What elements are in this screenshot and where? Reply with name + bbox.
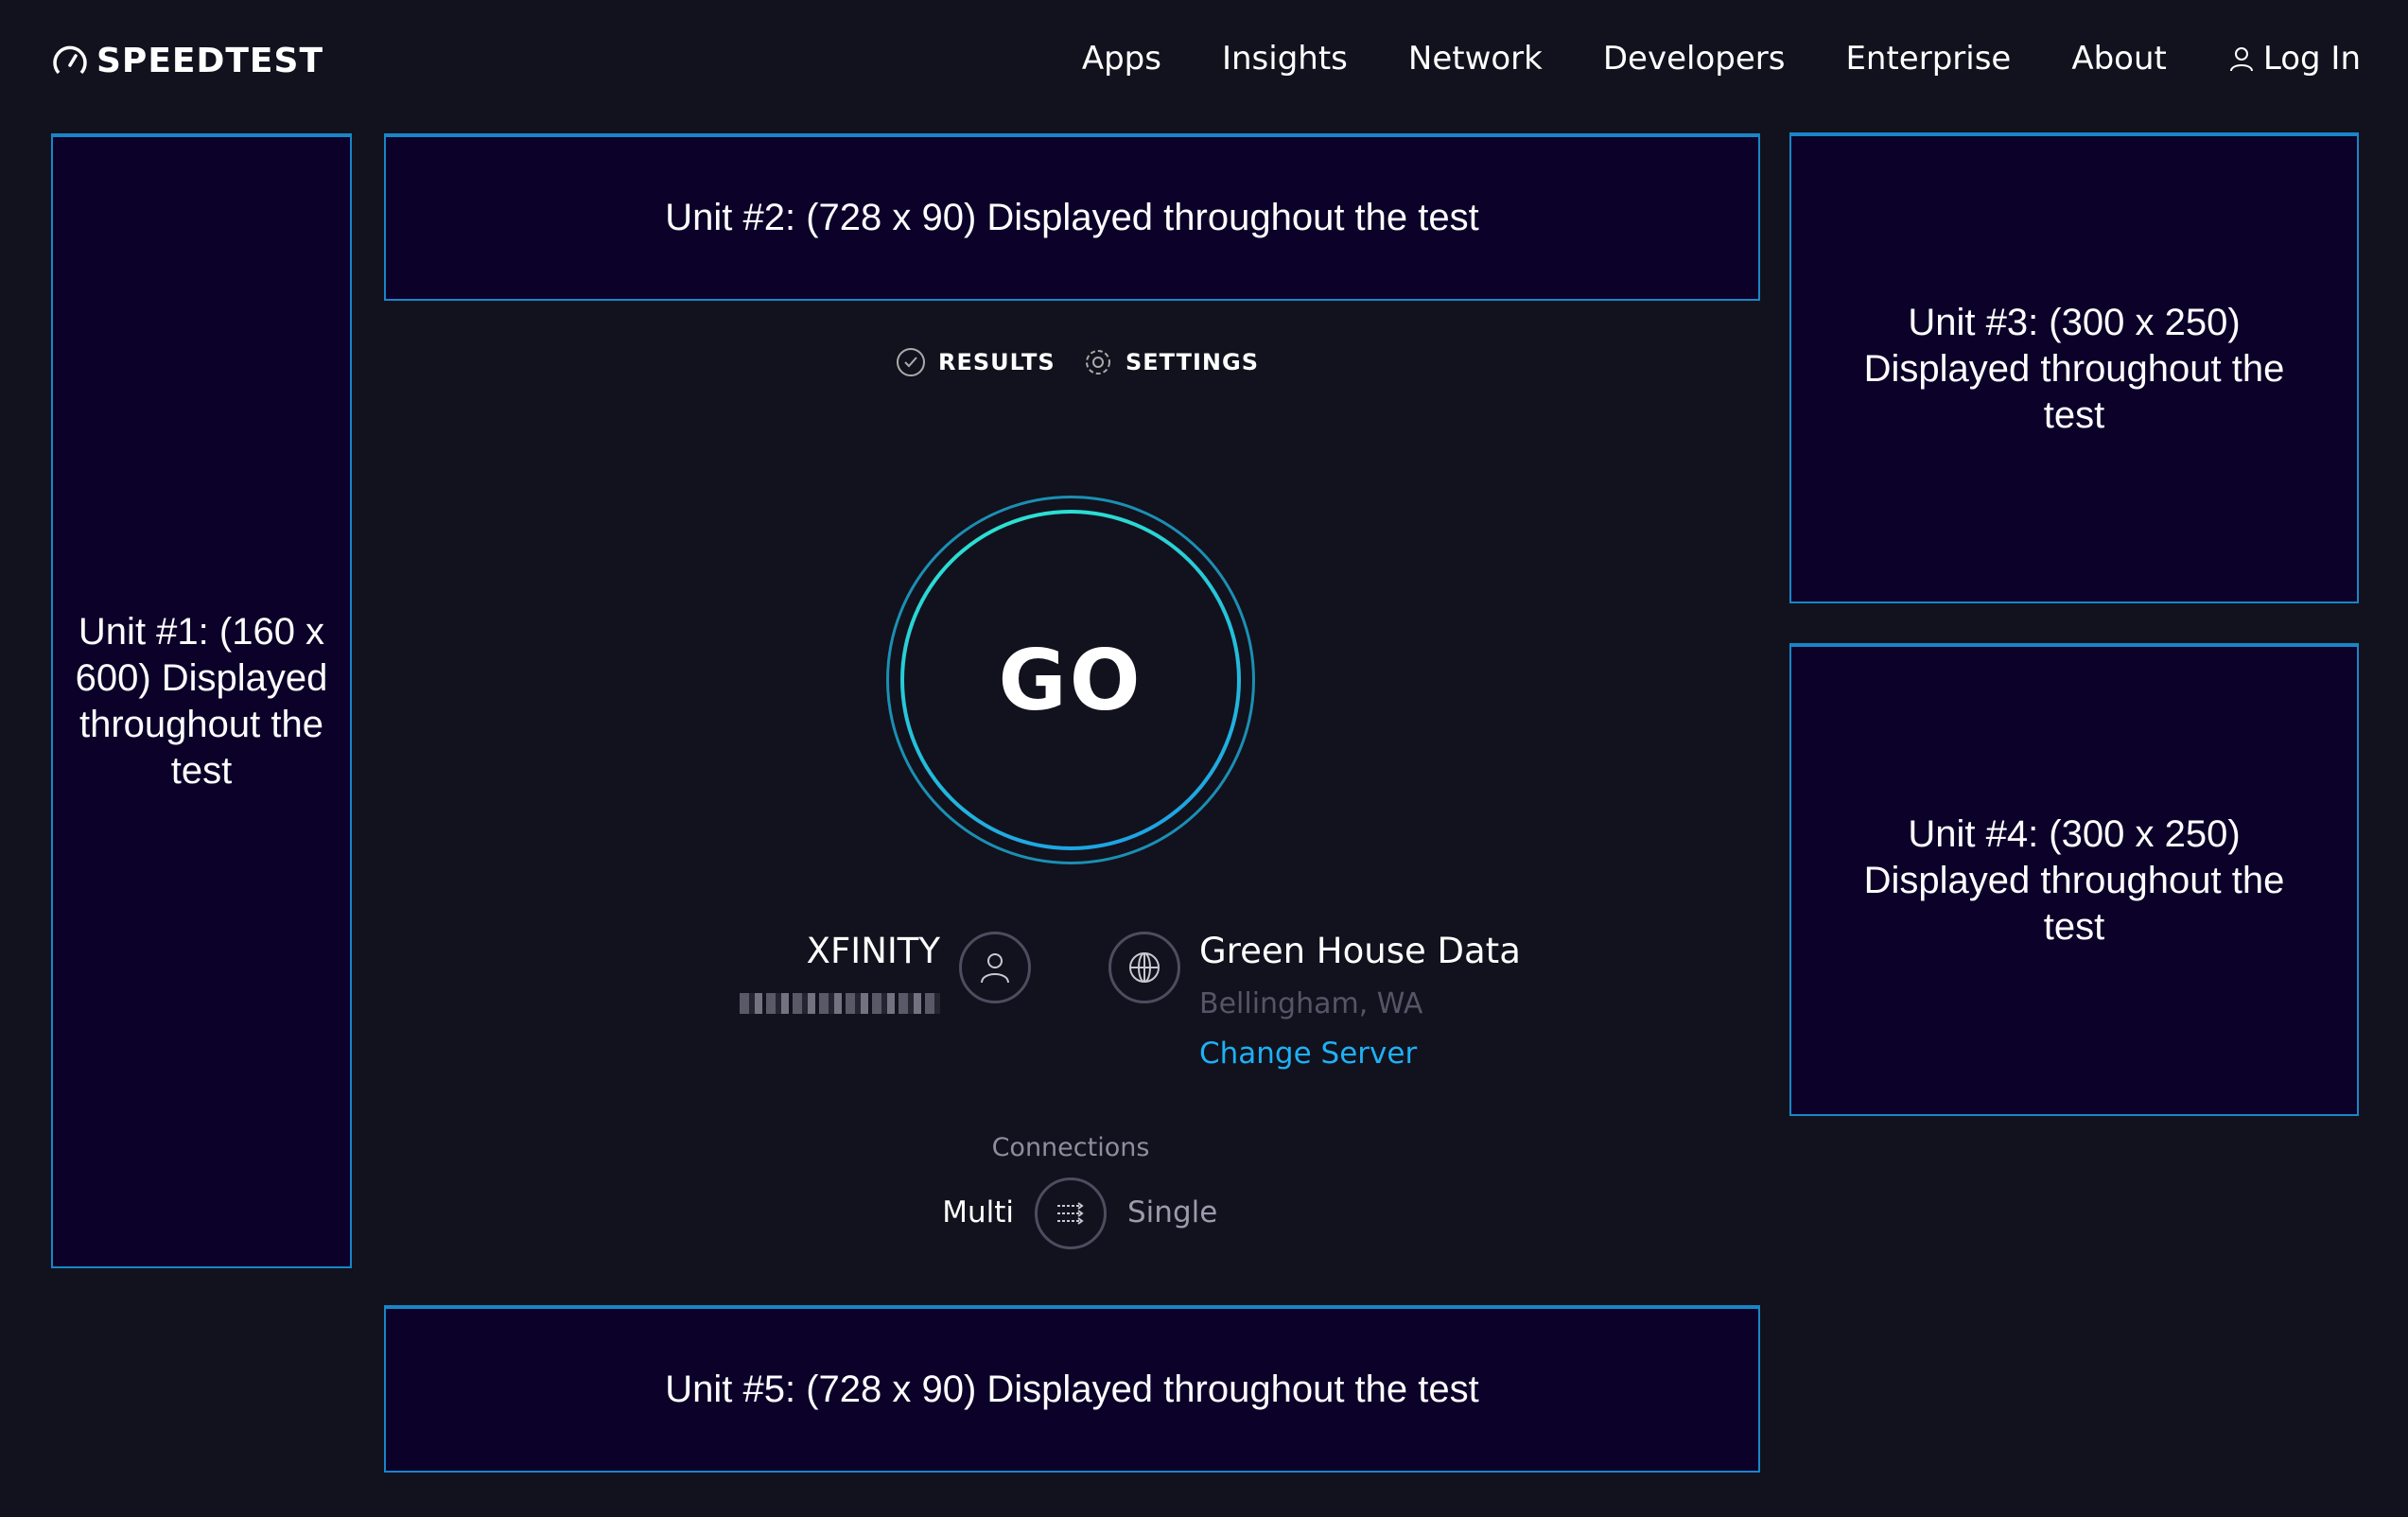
user-icon [2229,47,2253,72]
nav-network[interactable]: Network [1407,40,1543,78]
server-location: Bellingham, WA [1199,987,1423,1020]
ad-unit-5-text: Unit #5: (728 x 90) Displayed throughout… [665,1369,1479,1410]
ad-unit-4-text: Unit #4: (300 x 250) Displayed throughou… [1863,812,2285,948]
connections-multi[interactable]: Multi [942,1195,1014,1229]
gear-icon [1086,350,1110,375]
ad-unit-1[interactable]: Unit #1: (160 x 600) Displayed throughou… [51,133,352,1268]
server-globe-icon-ring[interactable] [1108,932,1180,1003]
nav-enterprise[interactable]: Enterprise [1845,40,2012,78]
nav-developers[interactable]: Developers [1602,40,1786,78]
change-server-link[interactable]: Change Server [1199,1037,1418,1071]
tab-settings-label: SETTINGS [1125,349,1259,375]
ad-unit-5[interactable]: Unit #5: (728 x 90) Displayed throughout… [384,1305,1760,1473]
multi-arrows-icon [1057,1202,1084,1225]
ad-unit-3[interactable]: Unit #3: (300 x 250) Displayed throughou… [1789,132,2359,603]
connections-toggle[interactable] [1035,1177,1107,1249]
ad-unit-2-text: Unit #2: (728 x 90) Displayed throughout… [665,197,1479,238]
logo-text: SPEEDTEST [96,42,324,80]
ad-unit-2[interactable]: Unit #2: (728 x 90) Displayed throughout… [384,133,1760,301]
ad-unit-3-text: Unit #3: (300 x 250) Displayed throughou… [1863,301,2285,436]
ad-unit-1-text: Unit #1: (160 x 600) Displayed throughou… [75,611,328,792]
speedometer-icon [53,45,87,74]
login-link[interactable]: Log In [2227,40,2361,78]
ip-address-redacted [740,993,940,1014]
connections-single[interactable]: Single [1127,1195,1218,1229]
user-icon [981,953,1009,984]
isp-name: XFINITY [806,931,940,971]
globe-icon [1129,952,1160,983]
tab-settings[interactable]: SETTINGS [1082,346,1259,378]
go-button[interactable]: GO [900,510,1241,850]
go-button-ring: GO [886,496,1255,864]
check-circle-icon [897,348,925,376]
nav-insights[interactable]: Insights [1221,40,1348,78]
server-name: Green House Data [1199,931,1521,971]
speedtest-logo[interactable]: SPEEDTEST [51,42,323,80]
ad-unit-4[interactable]: Unit #4: (300 x 250) Displayed throughou… [1789,643,2359,1116]
isp-user-icon-ring [959,932,1031,1003]
nav-apps[interactable]: Apps [1081,40,1161,78]
tab-results-label: RESULTS [938,349,1056,375]
tab-results[interactable]: RESULTS [895,346,1056,378]
login-label: Log In [2262,40,2361,78]
connections-label: Connections [991,1133,1150,1162]
main-nav: Apps Insights Network Developers Enterpr… [1082,40,2361,78]
nav-about[interactable]: About [2071,40,2167,78]
